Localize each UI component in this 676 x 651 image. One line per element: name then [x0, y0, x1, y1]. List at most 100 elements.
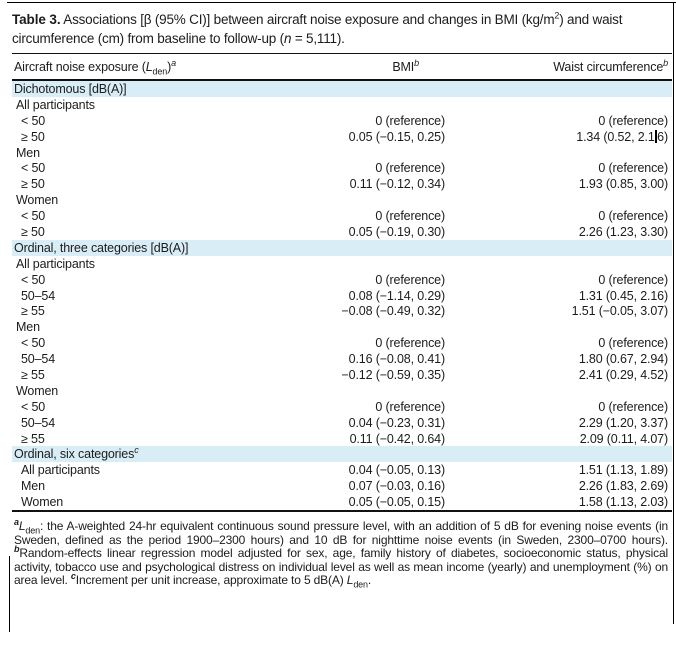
section-header-row: Ordinal, three categories [dB(A)]	[12, 239, 672, 256]
footnote-c-text: Increment per unit increase, approximate…	[75, 573, 347, 588]
row-label-cell: < 50	[21, 336, 46, 351]
bmi-value-cell: 0.05 (−0.05, 0.15)	[299, 494, 445, 513]
caption-text-a: Associations [β (95% CI)] between aircra…	[60, 12, 555, 27]
section-footnote-marker: c	[134, 445, 139, 456]
exposure-den-subscript: den	[152, 66, 168, 76]
row-label-cell: All participants	[21, 463, 100, 478]
group-label-cell: Women	[16, 193, 59, 208]
data-row: ≥ 55 −0.12 (−0.59, 0.35) 2.41 (0.29, 4.52)	[12, 367, 672, 383]
data-row: < 50 0 (reference) 0 (reference)	[12, 335, 672, 351]
footnote-b-text: Random-effects linear regression model a…	[14, 546, 668, 588]
row-label-cell: Men	[21, 479, 45, 494]
waist-header-text: Waist circumference	[553, 59, 664, 74]
data-row: < 50 0 (reference) 0 (reference)	[12, 208, 672, 224]
row-label-cell: < 50	[21, 161, 46, 176]
data-row: ≥ 55 0.11 (−0.42, 0.64) 2.09 (0.11, 4.07)	[12, 431, 672, 447]
bmi-value-cell: 0 (reference)	[375, 161, 445, 176]
text-cursor	[655, 129, 657, 143]
table-figure: Table 3. Associations [β (95% CI)] betwe…	[12, 10, 672, 590]
group-label-row: Women	[12, 383, 672, 399]
caption-text-c: = 5,111).	[291, 31, 345, 46]
caption-n-italic: n	[283, 31, 292, 46]
bmi-value-cell: 0.11 (−0.12, 0.34)	[349, 177, 446, 192]
footnote-c-end: .	[367, 573, 372, 588]
footnote-c-den-subscript: den	[353, 579, 368, 590]
exposure-close-paren: )	[167, 59, 172, 74]
exposure-header-text: Aircraft noise exposure (	[14, 59, 146, 74]
crop-mark-top	[7, 2, 676, 3]
data-row: < 50 0 (reference) 0 (reference)	[12, 272, 672, 288]
group-label-cell: Women	[16, 383, 59, 398]
data-row: All participants 0.04 (−0.05, 0.13) 1.51 (…	[12, 462, 672, 478]
results-table: Aircraft noise exposure (Lden)a BMIb Wai…	[12, 53, 672, 513]
bmi-value-cell: 0 (reference)	[375, 209, 445, 224]
waist-value-cell: 1.34 (0.52, 2.1 6)	[576, 129, 668, 144]
row-label-cell: < 50	[21, 399, 46, 414]
waist-value-cell: 2.09 (0.11, 4.07)	[579, 431, 668, 446]
data-row: ≥ 50 0.05 (−0.19, 0.30) 2.26 (1.23, 3.30)	[12, 224, 672, 240]
row-label-cell: < 50	[21, 113, 46, 128]
data-row: ≥ 55 −0.08 (−0.49, 0.32) 1.51 (−0.05, 3.07…	[12, 303, 672, 319]
waist-value-cell: 1.93 (0.85, 3.00)	[578, 177, 668, 192]
footnote-b-marker: b	[14, 544, 20, 555]
group-label-row: All participants	[12, 97, 672, 113]
footnote-a-den-subscript: den	[25, 525, 40, 536]
data-row: ≥ 50 0.05 (−0.15, 0.25) 1.34 (0.52, 2.1 6)	[12, 129, 672, 145]
data-row: 50–54 0.16 (−0.08, 0.41) 1.80 (0.67, 2.94)	[12, 351, 672, 367]
bmi-value-cell: 0.05 (−0.19, 0.30)	[348, 224, 445, 239]
bmi-value-cell: 0 (reference)	[375, 399, 445, 414]
waist-value-cell: 1.80 (0.67, 2.94)	[578, 352, 668, 367]
bmi-header-text: BMI	[392, 59, 415, 74]
bmi-value-cell: 0 (reference)	[375, 336, 445, 351]
data-row: ≥ 50 0.11 (−0.12, 0.34) 1.93 (0.85, 3.00)	[12, 176, 672, 192]
table-body: Dichotomous [dB(A)] All participants < 50 0…	[12, 80, 672, 513]
group-label-row: All participants	[12, 256, 672, 272]
group-label-cell: Men	[16, 145, 40, 160]
row-label-cell: < 50	[21, 272, 46, 287]
bmi-value-cell: 0.07 (−0.03, 0.16)	[348, 479, 445, 494]
group-label-row: Men	[12, 145, 672, 161]
section-header-cell: Dichotomous [dB(A)]	[12, 80, 672, 97]
section-header-row: Dichotomous [dB(A)]	[12, 80, 672, 97]
group-label-row: Men	[12, 319, 672, 335]
exposure-L-italic: L	[145, 59, 153, 74]
waist-value-cell: 2.29 (1.20, 3.37)	[578, 415, 668, 430]
row-label-cell: ≥ 55	[21, 367, 45, 382]
footnotes: aLden: the A-weighted 24-hr equivalent c…	[14, 518, 668, 590]
data-row: Men 0.07 (−0.03, 0.16) 2.26 (1.83, 2.69)	[12, 478, 672, 494]
crop-mark-right	[673, 2, 674, 624]
row-label-cell: ≥ 50	[21, 177, 45, 192]
footnote-c-L-italic: L	[346, 573, 354, 588]
section-header-cell: Ordinal, three categories [dB(A)]	[12, 239, 672, 256]
waist-value-cell: 2.26 (1.23, 3.30)	[578, 224, 668, 239]
waist-value-cell: 0 (reference)	[598, 161, 668, 176]
waist-value-cell: 1.31 (0.45, 2.16)	[578, 288, 668, 303]
section-header-row: Ordinal, six categoriesc	[12, 445, 672, 463]
footnote-a-text: : the A-weighted 24-hr equivalent contin…	[14, 519, 668, 547]
waist-value-cell: 2.26 (1.83, 2.69)	[578, 479, 668, 494]
group-label-cell: All participants	[16, 256, 95, 271]
bmi-value-cell: −0.12 (−0.59, 0.35)	[341, 367, 446, 382]
bmi-value-cell: 0 (reference)	[375, 113, 445, 128]
data-row: Women 0.05 (−0.05, 0.15) 1.58 (1.13, 2.03)	[12, 494, 672, 513]
caption-text-b: ) and waist circumference (cm) from base…	[12, 12, 623, 46]
col-header-exposure: Aircraft noise exposure (Lden)a	[12, 53, 299, 81]
bmi-value-cell: 0.04 (−0.23, 0.31)	[348, 415, 445, 430]
bmi-value-cell: 0.11 (−0.42, 0.64)	[349, 431, 446, 446]
waist-value-cell: 1.51 (1.13, 1.89)	[578, 463, 668, 478]
crop-mark-left	[9, 556, 10, 632]
bmi-value-cell: 0.16 (−0.08, 0.41)	[348, 352, 445, 367]
col-header-bmi: BMIb	[299, 53, 445, 81]
data-row: < 50 0 (reference) 0 (reference)	[12, 399, 672, 415]
waist-value-cell: 0 (reference)	[598, 113, 668, 128]
column-header-row: Aircraft noise exposure (Lden)a BMIb Wai…	[12, 53, 672, 81]
waist-value-cell: 0 (reference)	[598, 209, 668, 224]
row-label-cell: ≥ 55	[21, 304, 45, 319]
row-label-cell: ≥ 50	[21, 129, 45, 144]
row-label-cell: ≥ 55	[21, 431, 45, 446]
row-label-cell: 50–54	[21, 352, 56, 367]
waist-value-cell: 1.51 (−0.05, 3.07)	[571, 304, 668, 319]
bmi-value-cell: 0 (reference)	[375, 272, 445, 287]
data-row: 50–54 0.04 (−0.23, 0.31) 2.29 (1.20, 3.37)	[12, 415, 672, 431]
data-row: < 50 0 (reference) 0 (reference)	[12, 160, 672, 176]
